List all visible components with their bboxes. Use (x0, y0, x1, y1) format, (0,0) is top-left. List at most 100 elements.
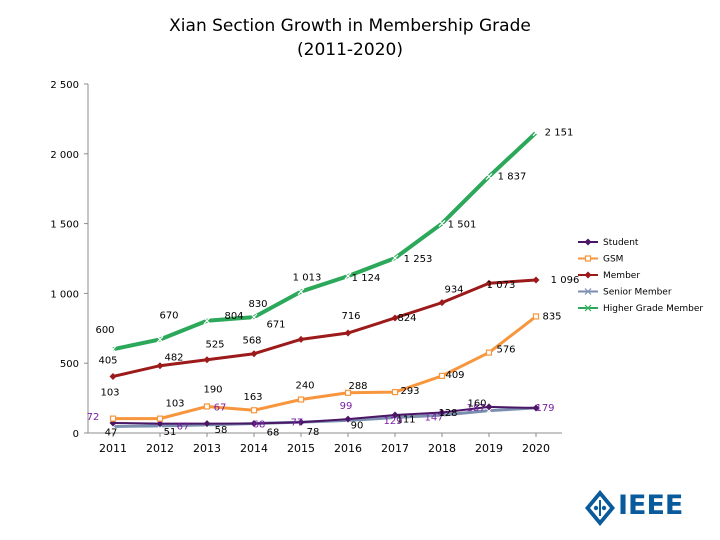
student-data-label: 147 (424, 412, 443, 423)
x-tick-label: 2013 (193, 442, 221, 455)
higher-grade-member-data-label: 600 (95, 325, 114, 336)
higher-grade-member-data-label: 804 (224, 311, 243, 322)
senior-member-data-label: 51 (164, 427, 177, 438)
higher-grade-member-data-label: 1 837 (498, 172, 527, 183)
higher-grade-member-data-label: 1 124 (352, 273, 381, 284)
higher-grade-member-marker (156, 336, 164, 343)
student-data-label: 72 (87, 412, 100, 423)
senior-member-marker (485, 407, 493, 415)
y-tick-label: 2 500 (50, 80, 79, 91)
legend-member-marker (584, 271, 592, 279)
gsm-marker (391, 388, 399, 396)
member-data-label: 671 (266, 319, 285, 330)
legend-higher-grade-member-x (584, 304, 592, 312)
higher-grade-member-data-label: 1 501 (448, 219, 477, 230)
ieee-diamond-icon (585, 490, 615, 526)
student-marker (250, 420, 258, 428)
student-marker (485, 403, 493, 411)
member-data-label: 716 (341, 311, 360, 322)
y-tick-label: 1 500 (50, 220, 79, 231)
student-line (112, 405, 537, 425)
higher-grade-member-line (112, 131, 538, 352)
x-tick-label: 2017 (381, 442, 409, 455)
senior-member-data-label: 160 (467, 399, 486, 410)
gsm-data-label: 409 (445, 370, 464, 381)
gsm-data-label: 835 (542, 311, 561, 322)
higher-grade-member-data-label: 1 253 (404, 254, 433, 265)
senior-member-data-label: 111 (396, 415, 415, 426)
gsm-data-label: 293 (400, 386, 419, 397)
member-data-label: 1 096 (551, 275, 580, 286)
gsm-line (113, 315, 537, 421)
gsm-data-label: 576 (496, 345, 515, 356)
student-marker (344, 415, 352, 423)
gsm-data-label: 103 (100, 388, 119, 399)
x-tick-label: 2015 (287, 442, 315, 455)
student-marker (203, 420, 211, 428)
legend-label-higher-grade-member: Higher Grade Member (603, 304, 703, 314)
legend-senior-member-x (584, 288, 592, 295)
higher-grade-member-data-label: 670 (159, 310, 178, 321)
member-marker (250, 350, 258, 358)
member-marker (156, 362, 164, 370)
legend-label-student: Student (603, 238, 639, 248)
y-tick-label: 2 000 (50, 150, 79, 161)
student-data-label: 67 (177, 422, 190, 433)
student-marker (391, 411, 399, 419)
x-tick-label: 2011 (99, 442, 127, 455)
y-tick-label: 0 (73, 429, 79, 440)
higher-grade-member-marker (297, 288, 305, 296)
chart-title-line1: Xian Section Growth in Membership Grade (169, 16, 531, 36)
senior-member-data-label: 90 (351, 420, 364, 431)
senior-member-data-label: 68 (267, 428, 280, 439)
senior-member-data-label: 47 (105, 427, 118, 438)
higher-grade-member-marker (109, 345, 117, 353)
x-tick-label: 2018 (428, 442, 456, 455)
gsm-data-label: 163 (243, 392, 262, 403)
member-data-label: 1 073 (487, 280, 516, 291)
chart-subtitle: (2011-2020) (297, 40, 403, 60)
gsm-marker (438, 372, 446, 380)
ieee-logo-text: IEEE (618, 490, 684, 521)
member-data-label: 934 (444, 285, 463, 296)
higher-grade-member-marker (344, 272, 352, 280)
senior-member-data-label: 128 (438, 408, 457, 419)
y-tick-label: 1 000 (50, 289, 79, 300)
senior-member-data-label: 78 (307, 427, 320, 438)
gsm-data-label: 240 (295, 380, 314, 391)
member-data-label: 405 (98, 355, 117, 366)
higher-grade-member-data-label: 1 013 (293, 273, 322, 284)
student-data-label: 77 (291, 417, 304, 428)
higher-grade-member-data-label: 2 151 (545, 128, 574, 139)
student-marker (297, 418, 305, 426)
student-data-label: 129 (383, 416, 402, 427)
higher-grade-member-data-label: 830 (248, 299, 267, 310)
student-data-label: 179 (535, 403, 554, 414)
gsm-marker (156, 415, 164, 422)
higher-grade-member-marker (250, 313, 258, 321)
member-marker (391, 314, 399, 322)
member-marker (297, 335, 305, 343)
gsm-data-label: 288 (348, 381, 367, 392)
chart-title: Xian Section Growth in Membership Grade … (0, 14, 700, 62)
member-data-label: 525 (205, 340, 224, 351)
member-data-label: 568 (242, 336, 261, 347)
member-marker (438, 299, 446, 307)
member-marker (109, 372, 117, 380)
legend-label-gsm: GSM (603, 255, 623, 265)
student-data-label: 99 (340, 401, 353, 412)
ieee-logo: IEEE (583, 488, 693, 528)
legend-student-marker (584, 238, 592, 246)
senior-member-data-label: 58 (215, 425, 228, 436)
member-line (112, 278, 537, 378)
x-tick-label: 2020 (522, 442, 550, 455)
legend-label-member: Member (603, 271, 640, 281)
member-marker (485, 279, 493, 287)
member-marker (344, 329, 352, 337)
gsm-marker (344, 389, 352, 396)
y-tick-label: 500 (60, 359, 79, 370)
gsm-marker (485, 349, 493, 356)
x-tick-label: 2012 (146, 442, 174, 455)
higher-grade-member-marker (532, 129, 540, 137)
